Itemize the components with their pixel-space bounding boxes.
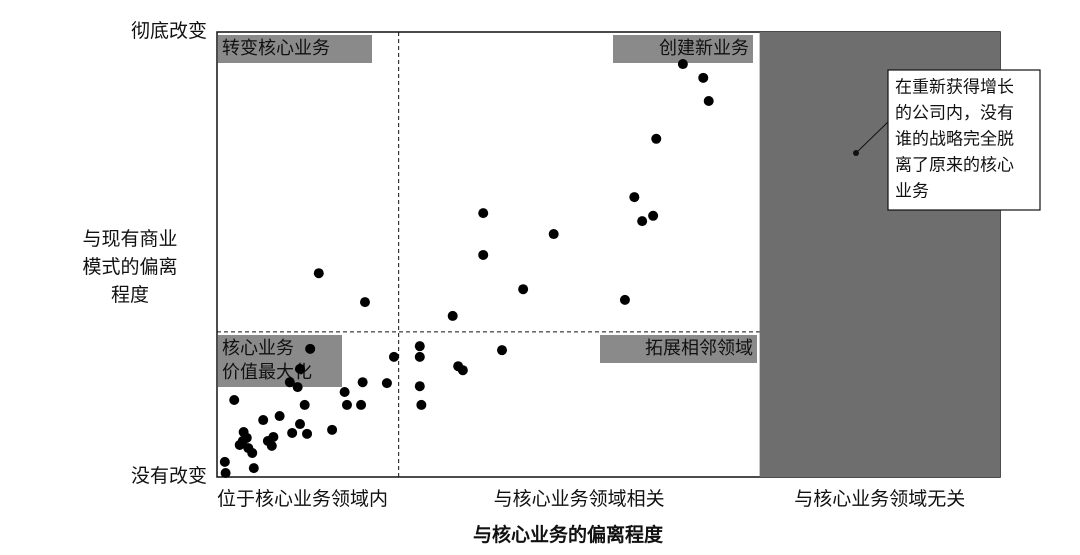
- quadrant-label: 转变核心业务: [218, 35, 372, 63]
- point: [478, 208, 489, 219]
- point: [478, 249, 489, 260]
- point: [302, 428, 313, 439]
- quadrant-label-bg: [613, 35, 753, 63]
- annotation-dot: [853, 150, 859, 156]
- point: [274, 411, 285, 422]
- point: [629, 192, 640, 203]
- point: [497, 345, 508, 356]
- annotation-text: 离了原来的核心: [895, 156, 1014, 176]
- x-category-label: 与核心业务领域无关: [794, 488, 965, 510]
- x-axis-label: 与核心业务的偏离程度: [473, 523, 664, 546]
- point: [357, 377, 368, 388]
- annotation-box: [887, 69, 1041, 211]
- x-category-label: 与核心业务领域相关: [494, 488, 665, 510]
- point: [548, 229, 559, 240]
- quadrant-label-text: 核心业务: [222, 338, 294, 359]
- annotation-text: 业务: [895, 182, 929, 202]
- point: [416, 399, 427, 410]
- point: [294, 363, 305, 374]
- point: [518, 284, 529, 295]
- point: [220, 467, 231, 478]
- point: [247, 447, 258, 458]
- point: [651, 133, 662, 144]
- y-tick-label: 没有改变: [131, 465, 207, 487]
- quadrant-label: 拓展相邻领域: [600, 335, 757, 363]
- point: [234, 439, 245, 450]
- point: [339, 387, 350, 398]
- quadrant-label-bg: [218, 335, 342, 387]
- point: [284, 377, 295, 388]
- quadrant-label-bg: [218, 35, 372, 63]
- point: [457, 365, 468, 376]
- point: [414, 351, 425, 362]
- point: [388, 351, 399, 362]
- point: [341, 399, 352, 410]
- point: [359, 297, 370, 308]
- x-category-label: 位于核心业务领域内: [217, 488, 388, 510]
- quadrant-label: 创建新业务: [613, 35, 753, 63]
- quadrant-label-text: 转变核心业务: [222, 38, 330, 59]
- point: [294, 419, 305, 430]
- point: [447, 310, 458, 321]
- point: [229, 395, 240, 406]
- point: [327, 424, 338, 435]
- point: [356, 399, 367, 410]
- quadrant-label-bg: [600, 335, 757, 363]
- point: [619, 294, 630, 305]
- point: [381, 378, 392, 389]
- point: [313, 268, 324, 279]
- point: [241, 432, 252, 443]
- point: [292, 382, 303, 393]
- point: [677, 59, 688, 70]
- y-axis-label: 程度: [111, 284, 149, 306]
- point: [266, 440, 277, 451]
- annotation-text: 的公司内，没有: [895, 104, 1014, 124]
- point: [414, 341, 425, 352]
- y-axis-label: 模式的偏离: [82, 256, 177, 278]
- point: [299, 399, 310, 410]
- y-tick-label: 彻底改变: [131, 20, 207, 42]
- annotation-text: 谁的战略完全脱: [895, 130, 1014, 150]
- point: [248, 463, 259, 474]
- point: [698, 72, 709, 83]
- quadrant-label-text: 创建新业务: [659, 38, 749, 59]
- point: [287, 427, 298, 438]
- point: [258, 415, 269, 426]
- point: [219, 456, 230, 467]
- point: [703, 95, 714, 106]
- annotation-leader: [855, 121, 889, 154]
- y-axis-label: 与现有商业: [82, 228, 177, 250]
- point: [637, 216, 648, 227]
- point: [305, 343, 316, 354]
- annotation-text: 在重新获得增长: [895, 78, 1014, 98]
- point: [268, 431, 279, 442]
- point: [414, 381, 425, 392]
- point: [648, 210, 659, 221]
- quadrant-label-text: 拓展相邻领域: [645, 338, 753, 359]
